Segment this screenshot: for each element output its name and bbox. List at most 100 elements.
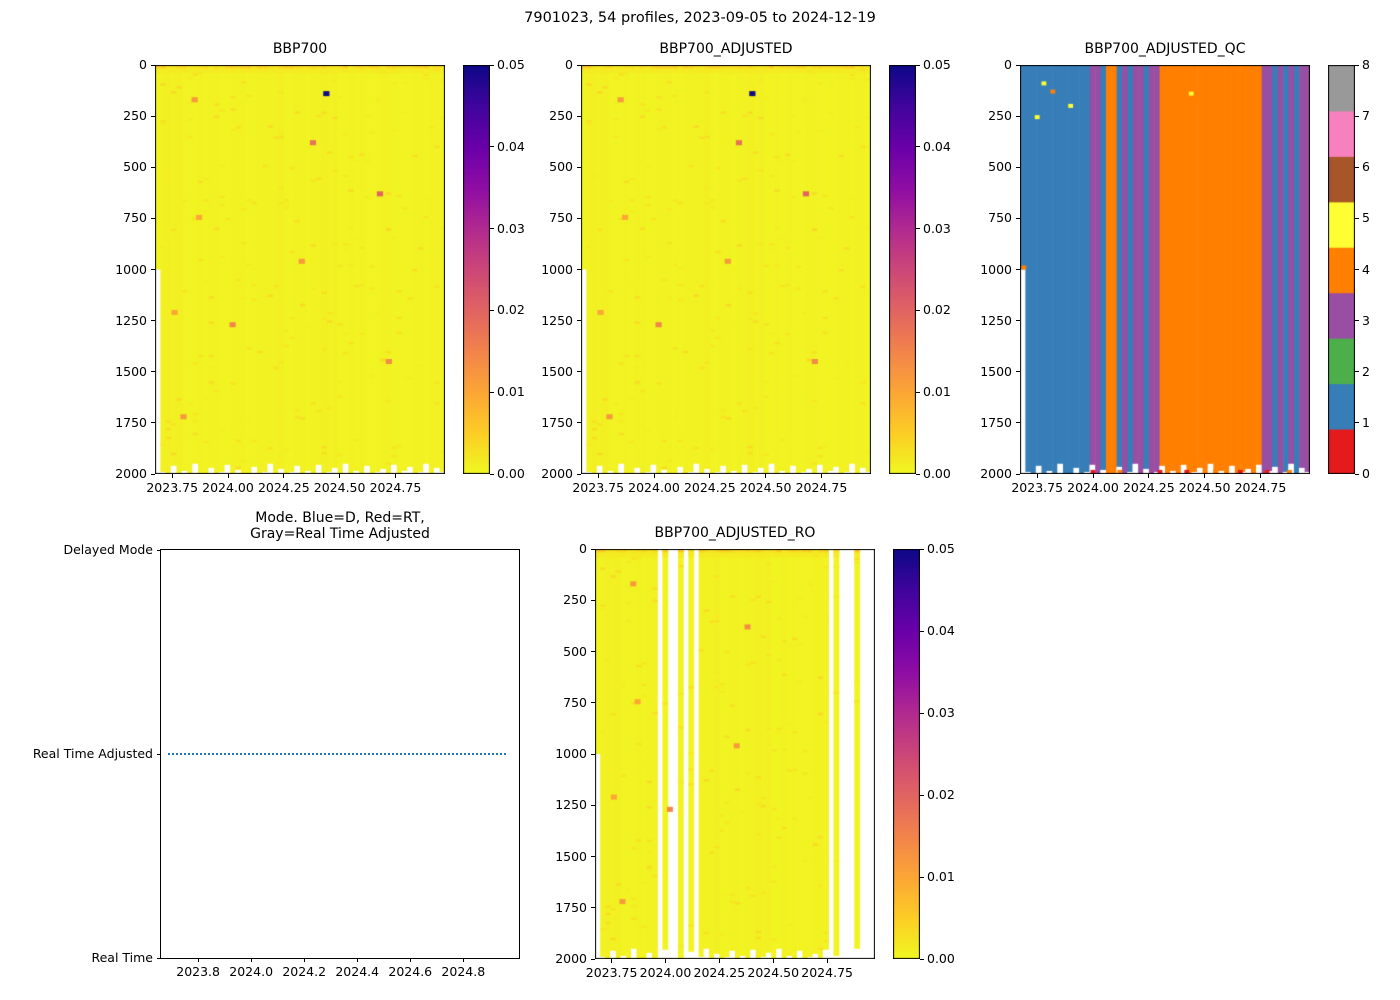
y-tick-mark [591, 548, 595, 550]
subplot-title-bbp700: BBP700 [272, 41, 328, 57]
subplot-title-bbp700-adjusted-qc: BBP700_ADJUSTED_QC [1084, 41, 1246, 57]
colorbar-discrete [1328, 65, 1355, 474]
bbp700-adjusted-heatmap [581, 65, 871, 474]
subplot-bbp700-adjusted-qc: BBP700_ADJUSTED_QC 2023.75 2024.00 2024.25… [980, 41, 1310, 495]
x-tick-label: 2024.75 [801, 965, 853, 980]
colorbar-tick-mark [1355, 422, 1359, 424]
y-tick-label: 0 [139, 57, 147, 72]
y-tick-label: 750 [563, 694, 587, 710]
colorbar-tick-label: 0.03 [923, 220, 951, 236]
x-tick-label: 2024.6 [388, 964, 433, 979]
y-tick-label: 1250 [541, 312, 573, 328]
x-tick-mark [394, 474, 396, 478]
y-tick-label: 2000 [541, 466, 573, 481]
y-tick-mark [151, 473, 155, 475]
y-tick-label: 0 [565, 57, 573, 72]
bbp700-heatmap [155, 65, 445, 474]
colorbar-tick-mark [916, 146, 920, 148]
y-category-label: Delayed Mode [63, 542, 153, 557]
x-tick-mark [1036, 474, 1038, 478]
x-tick-label: 2024.8 [441, 964, 486, 979]
y-tick-mark [577, 166, 581, 168]
y-tick-mark [577, 473, 581, 475]
colorbar-tick-mark [1355, 371, 1359, 373]
colorbar-tick-mark [1355, 64, 1359, 66]
x-tick-mark [653, 474, 655, 478]
subplot-bbp700-adjusted: BBP700_ADJUSTED 2023.75 2024.00 2024.25 202… [541, 41, 871, 495]
x-tick-label: 2024.75 [369, 480, 422, 495]
y-tick-label: 1250 [555, 797, 587, 813]
x-tick-mark [339, 474, 341, 478]
colorbar-tick-label: 0.02 [923, 302, 951, 318]
y-category-label: Real Time [91, 950, 153, 965]
colorbar-gradient [889, 65, 916, 474]
x-tick-mark [1148, 474, 1150, 478]
x-tick-label: 2024.25 [693, 965, 746, 980]
mode-title-line2: Gray=Real Time Adjusted [250, 526, 430, 542]
y-tick-mark [1016, 269, 1020, 270]
colorbar-tick-label: 0.05 [923, 57, 951, 72]
colorbar-tick-label: 2 [1362, 363, 1370, 379]
y-tick-label: 1500 [555, 848, 587, 864]
x-tick-label: 2024.50 [1178, 480, 1231, 495]
y-tick-label: 500 [563, 643, 587, 659]
colorbar-tick-label: 7 [1362, 108, 1370, 124]
colorbar-tick-mark [920, 630, 924, 632]
colorbar-tick-label: 0.05 [927, 541, 955, 556]
x-tick-mark [597, 474, 599, 478]
y-tick-label: 2000 [115, 466, 147, 481]
x-tick-label: 2023.8 [176, 964, 220, 979]
y-tick-mark [157, 753, 161, 755]
x-tick-label: 2024.25 [1122, 480, 1175, 495]
colorbar-bbp700-adjusted: 0.00 0.01 0.02 0.03 0.04 0.05 [889, 57, 951, 481]
y-tick-mark [577, 269, 581, 270]
y-tick-label: 750 [549, 210, 573, 226]
x-tick-label: 2024.75 [1234, 480, 1287, 495]
x-tick-label: 2023.75 [572, 480, 625, 495]
x-tick-mark [1204, 474, 1206, 478]
y-tick-label: 1500 [115, 363, 147, 379]
y-tick-mark [151, 422, 155, 424]
y-tick-mark [1016, 320, 1020, 322]
y-tick-label: 250 [123, 108, 147, 124]
subplot-bbp700-adjusted-ro: BBP700_ADJUSTED_RO 2023.75 2024.00 2024.25… [555, 525, 875, 980]
y-category-label: Real Time Adjusted [32, 746, 153, 761]
y-tick-label: 2000 [555, 951, 587, 966]
y-tick-mark [151, 217, 155, 219]
y-tick-label: 1750 [115, 414, 147, 430]
y-tick-label: 1750 [555, 899, 587, 915]
colorbar-tick-mark [490, 473, 494, 475]
x-tick-label: 2024.00 [202, 480, 254, 495]
y-tick-mark [1016, 166, 1020, 168]
colorbar-tick-label: 0.00 [497, 466, 525, 481]
subplot-title-mode: Mode. Blue=D, Red=RT, Gray=Real Time Adj… [161, 510, 519, 542]
colorbar-qc-flags: 0 1 2 3 4 5 6 7 8 [1328, 57, 1370, 481]
y-tick-mark [591, 804, 595, 806]
colorbar-bbp700: 0.00 0.01 0.02 0.03 0.04 0.05 [463, 57, 525, 481]
x-tick-label: 2024.25 [257, 480, 310, 495]
y-tick-label: 1250 [115, 312, 147, 328]
y-tick-label: 1750 [541, 414, 573, 430]
x-tick-label: 2024.00 [1067, 480, 1119, 495]
colorbar-gradient [893, 549, 920, 959]
x-tick-mark [611, 959, 613, 963]
x-tick-label: 2024.0 [229, 964, 274, 979]
colorbar-tick-mark [916, 228, 920, 230]
colorbar-tick-mark [916, 473, 920, 475]
y-tick-mark [1016, 422, 1020, 424]
colorbar-tick-mark [490, 146, 494, 148]
colorbar-bbp700-adjusted-ro: 0.00 0.01 0.02 0.03 0.04 0.05 [893, 541, 955, 966]
y-tick-mark [577, 422, 581, 424]
colorbar-tick-label: 0.03 [497, 220, 525, 236]
y-tick-label: 750 [123, 210, 147, 226]
x-tick-mark [820, 474, 822, 478]
y-tick-mark [577, 320, 581, 322]
y-tick-label: 500 [123, 159, 147, 175]
colorbar-tick-mark [916, 391, 920, 393]
x-tick-mark [772, 959, 774, 963]
y-tick-mark [157, 549, 161, 551]
y-tick-label: 250 [549, 108, 573, 124]
x-tick-label: 2024.75 [795, 480, 848, 495]
y-tick-mark [591, 958, 595, 960]
